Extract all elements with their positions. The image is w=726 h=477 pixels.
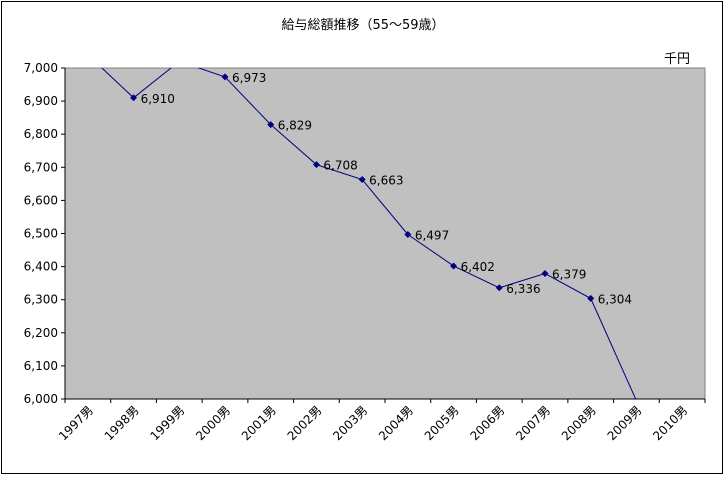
x-tick-label: 1998男 bbox=[102, 403, 142, 443]
unit-label: 千円 bbox=[663, 52, 690, 67]
data-label: 6,304 bbox=[598, 292, 632, 306]
y-tick-label: 6,100 bbox=[24, 359, 58, 373]
data-label: 6,336 bbox=[506, 282, 540, 296]
x-tick-label: 2004男 bbox=[376, 403, 416, 443]
data-label: 6,379 bbox=[552, 268, 586, 282]
x-tick-label: 1997男 bbox=[56, 403, 96, 443]
data-point-marker bbox=[358, 176, 366, 184]
x-tick-label: 2010男 bbox=[650, 403, 690, 443]
data-label: 6,402 bbox=[461, 260, 495, 274]
data-point-marker bbox=[404, 230, 412, 238]
data-point-marker bbox=[450, 262, 458, 270]
chart-title: 給与総額推移（55～59歳） bbox=[281, 18, 445, 33]
data-point-marker bbox=[221, 73, 229, 81]
data-point-marker bbox=[541, 270, 549, 278]
y-tick-label: 6,300 bbox=[24, 293, 58, 307]
x-tick-label: 2003男 bbox=[330, 403, 370, 443]
y-tick-label: 6,000 bbox=[24, 392, 58, 406]
data-point-marker bbox=[495, 284, 503, 292]
data-label: 6,973 bbox=[232, 71, 266, 85]
y-tick-label: 6,900 bbox=[24, 94, 58, 108]
x-tick-label: 2000男 bbox=[193, 403, 233, 443]
data-label: 6,708 bbox=[323, 159, 357, 173]
y-tick-label: 6,600 bbox=[24, 193, 58, 207]
y-tick-label: 6,200 bbox=[24, 326, 58, 340]
x-tick-label: 2008男 bbox=[559, 403, 599, 443]
x-tick-label: 2009男 bbox=[605, 403, 645, 443]
data-point-marker bbox=[267, 121, 275, 129]
data-label: 6,663 bbox=[369, 174, 403, 188]
x-tick-label: 2005男 bbox=[422, 403, 462, 443]
x-tick-label: 2006男 bbox=[467, 403, 507, 443]
data-point-marker bbox=[312, 161, 320, 169]
x-tick-label: 1999男 bbox=[147, 403, 187, 443]
data-point-marker bbox=[587, 294, 595, 302]
data-point-marker bbox=[130, 94, 138, 102]
data-label: 6,910 bbox=[141, 92, 175, 106]
y-tick-label: 7,000 bbox=[24, 61, 58, 75]
plot-area bbox=[64, 67, 706, 400]
x-tick-label: 2007男 bbox=[513, 403, 553, 443]
data-label: 6,497 bbox=[415, 228, 449, 242]
y-tick-label: 6,400 bbox=[24, 260, 58, 274]
x-tick-label: 2001男 bbox=[239, 403, 279, 443]
y-tick-label: 6,700 bbox=[24, 160, 58, 174]
x-tick-label: 2002男 bbox=[285, 403, 325, 443]
y-tick-label: 6,500 bbox=[24, 227, 58, 241]
y-tick-label: 6,800 bbox=[24, 127, 58, 141]
data-label: 6,829 bbox=[278, 119, 312, 133]
